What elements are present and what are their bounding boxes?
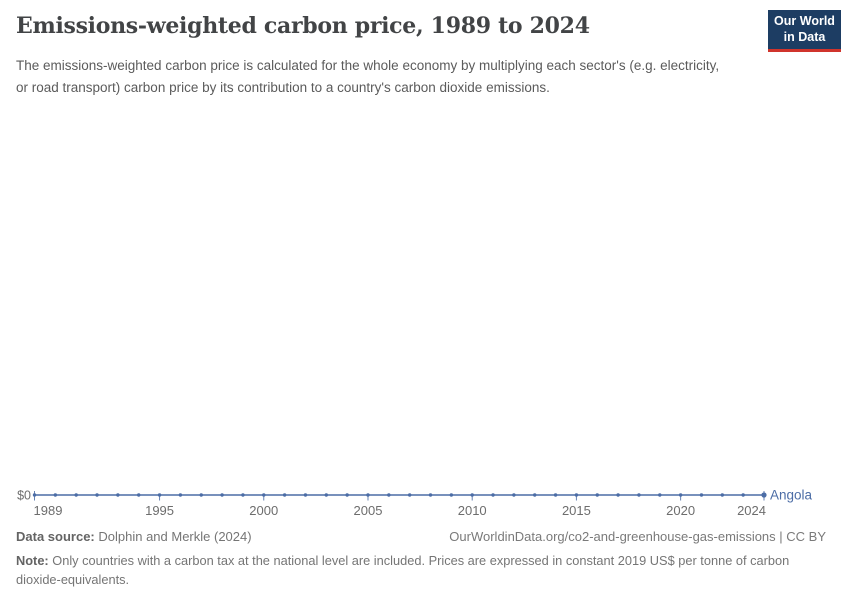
data-point — [345, 493, 349, 497]
x-tick-label: 2020 — [666, 503, 695, 518]
data-point — [32, 493, 37, 497]
data-point — [428, 493, 433, 497]
data-point — [95, 493, 99, 497]
chart-title: Emissions-weighted carbon price, 1989 to… — [16, 13, 590, 39]
data-point — [512, 493, 516, 497]
data-source: Data source: Dolphin and Merkle (2024) — [16, 529, 252, 544]
data-point — [53, 493, 58, 497]
data-source-label: Data source: — [16, 529, 95, 544]
data-source-value: Dolphin and Merkle (2024) — [98, 529, 252, 544]
y-tick-label: $0 — [17, 489, 31, 503]
data-point — [220, 493, 224, 497]
note-label: Note: — [16, 553, 49, 568]
owid-logo[interactable]: Our World in Data — [768, 10, 841, 52]
data-point — [491, 493, 495, 497]
data-point — [741, 493, 745, 497]
data-point — [470, 493, 474, 497]
entity-end-label: Angola — [770, 488, 813, 503]
x-tick-label: 1989 — [34, 503, 63, 518]
data-point — [74, 493, 78, 497]
data-point — [324, 493, 328, 497]
data-point — [574, 493, 579, 497]
data-point — [553, 493, 558, 497]
data-point — [241, 493, 245, 497]
data-point — [199, 493, 203, 497]
data-point — [178, 493, 183, 497]
x-tick-label: 1995 — [145, 503, 174, 518]
chart-subtitle: The emissions-weighted carbon price is c… — [16, 58, 720, 95]
data-point — [303, 493, 308, 497]
data-point — [137, 493, 141, 497]
x-tick-label: 2015 — [562, 503, 591, 518]
chart-note: Note: Only countries with a carbon tax a… — [16, 551, 816, 589]
data-point — [407, 493, 412, 497]
x-tick-label: 2024 — [737, 503, 766, 518]
attribution-link[interactable]: OurWorldinData.org/co2-and-greenhouse-ga… — [449, 529, 826, 544]
x-tick-label: 2005 — [354, 503, 383, 518]
x-tick-label: 2000 — [249, 503, 278, 518]
data-point — [262, 493, 266, 497]
data-point — [449, 493, 454, 497]
data-point — [116, 493, 120, 497]
data-point — [616, 493, 620, 497]
data-point — [658, 493, 662, 497]
x-tick-label: 2010 — [458, 503, 487, 518]
data-point — [595, 493, 599, 497]
owid-logo-line2: in Data — [783, 29, 826, 44]
data-point — [533, 493, 537, 497]
data-point — [387, 493, 391, 497]
chart-footer: Data source: Dolphin and Merkle (2024) O… — [16, 529, 826, 589]
data-point — [678, 493, 683, 497]
data-point — [366, 493, 370, 497]
data-point — [157, 493, 162, 497]
data-point-last — [761, 492, 767, 498]
note-value: Only countries with a carbon tax at the … — [16, 553, 790, 588]
data-point — [637, 493, 641, 497]
owid-logo-line1: Our World — [774, 13, 835, 28]
data-point — [699, 493, 704, 497]
data-point — [720, 493, 725, 497]
data-point — [282, 493, 287, 497]
